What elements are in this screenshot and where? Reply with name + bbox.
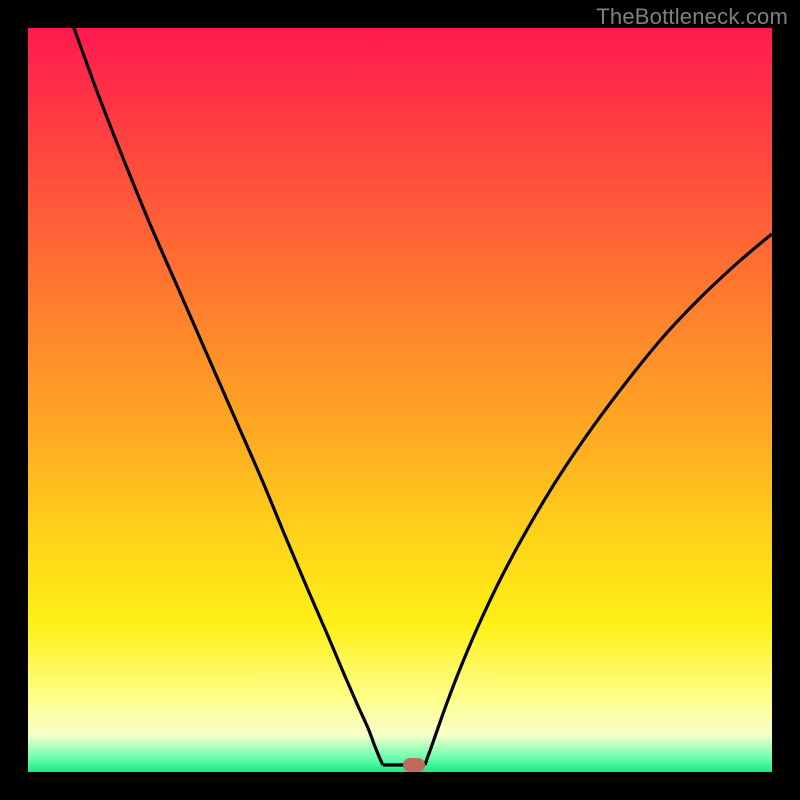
right-curve [425,234,772,765]
watermark-text: TheBottleneck.com [596,4,788,30]
valley-marker [403,758,425,772]
outer-frame: TheBottleneck.com [0,0,800,800]
left-curve [74,28,383,765]
curve-svg [28,28,772,772]
plot-area [28,28,772,772]
